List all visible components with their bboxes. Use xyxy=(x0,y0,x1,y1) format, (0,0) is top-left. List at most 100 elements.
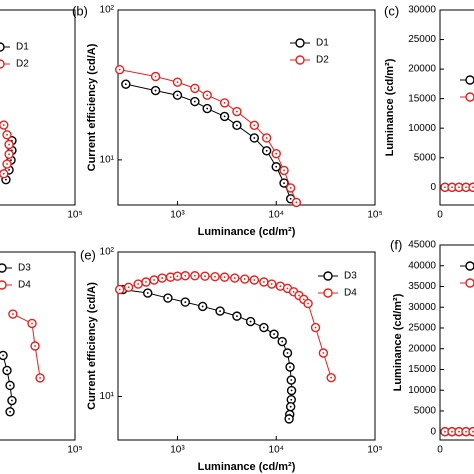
x-tick-label: 10³ xyxy=(170,210,185,221)
panel-label: (e) xyxy=(80,247,96,262)
point-dot xyxy=(307,302,309,305)
legend-label: D4 xyxy=(18,280,31,291)
point-dot xyxy=(176,275,179,278)
point-dot xyxy=(154,75,157,78)
y-axis-title: Current efficiency (cd/A) xyxy=(86,282,98,410)
point-dot xyxy=(184,274,187,277)
legend-marker xyxy=(465,75,474,85)
point-dot xyxy=(2,124,5,126)
y-tick-label: 45000 xyxy=(408,240,436,251)
point-dot xyxy=(472,430,474,433)
point-dot xyxy=(290,379,293,381)
legend-marker xyxy=(323,271,333,281)
point-dot xyxy=(8,169,10,171)
point-dot xyxy=(236,315,238,318)
legend-label: D2 xyxy=(16,59,29,70)
data-point xyxy=(468,427,474,437)
y-tick-label: 25000 xyxy=(408,34,436,45)
series-line xyxy=(12,313,41,379)
point-dot xyxy=(34,345,36,347)
point-dot xyxy=(275,165,278,168)
x-tick-label: 10⁵ xyxy=(67,210,82,221)
point-dot xyxy=(451,186,453,189)
point-dot xyxy=(322,352,325,354)
point-dot xyxy=(124,83,127,86)
plot-frame xyxy=(0,251,76,441)
point-dot xyxy=(204,275,206,278)
point-dot xyxy=(253,124,256,127)
y-tick-label: 20000 xyxy=(408,64,436,75)
point-dot xyxy=(236,110,238,113)
y-tick-label: 40000 xyxy=(408,260,436,271)
legend-marker xyxy=(0,42,5,52)
legend-marker xyxy=(0,263,7,273)
x-tick-label: 10⁴ xyxy=(269,210,284,221)
y-tick-label: 35000 xyxy=(408,281,436,292)
point-dot xyxy=(290,398,293,401)
point-dot xyxy=(292,290,295,293)
point-dot xyxy=(5,178,7,181)
legend-label: D1 xyxy=(16,42,29,53)
point-dot xyxy=(11,399,13,402)
point-dot xyxy=(243,278,246,280)
point-dot xyxy=(288,417,291,420)
point-dot xyxy=(8,153,10,156)
point-dot xyxy=(270,283,273,285)
x-tick-label: 10⁵ xyxy=(367,210,382,221)
point-dot xyxy=(176,94,179,97)
point-dot xyxy=(249,320,252,323)
point-dot xyxy=(236,124,238,127)
point-dot xyxy=(286,287,289,290)
point-dot xyxy=(127,286,130,289)
y-tick-label: 10² xyxy=(100,5,115,16)
point-dot xyxy=(262,281,265,283)
point-dot xyxy=(279,285,282,288)
point-dot xyxy=(302,298,305,301)
panel-label: (b) xyxy=(72,3,88,18)
point-dot xyxy=(444,430,446,433)
point-dot xyxy=(166,297,169,299)
legend-marker xyxy=(323,288,333,298)
point-dot xyxy=(6,369,8,372)
point-dot xyxy=(465,186,467,189)
point-dot xyxy=(275,152,278,155)
y-tick-label: 10¹ xyxy=(100,391,115,402)
y-tick-label: 5000 xyxy=(414,152,437,163)
point-dot xyxy=(137,283,140,285)
panel-label: (f) xyxy=(390,237,402,252)
y-tick-label: 20000 xyxy=(408,343,436,354)
point-dot xyxy=(193,87,196,90)
point-dot xyxy=(184,301,187,304)
x-axis-title: Luminance (cd/m²) xyxy=(198,461,296,473)
y-tick-label: 5000 xyxy=(414,406,437,417)
point-dot xyxy=(8,143,10,146)
y-tick-label: 0 xyxy=(430,426,436,437)
point-dot xyxy=(330,376,333,379)
point-dot xyxy=(2,172,5,175)
point-dot xyxy=(286,352,289,354)
point-dot xyxy=(253,137,256,139)
y-axis-title: Current efficiency (cd/A) xyxy=(86,43,98,171)
point-dot xyxy=(176,81,179,84)
y-tick-label: 30000 xyxy=(408,5,436,16)
point-dot xyxy=(31,322,33,325)
legend-marker xyxy=(295,55,305,65)
point-dot xyxy=(193,100,196,103)
y-axis-title: Luminance (cd/m²) xyxy=(392,293,404,391)
legend-label: D4 xyxy=(344,288,357,299)
point-dot xyxy=(11,313,14,315)
legend-label: D3 xyxy=(344,271,357,282)
point-dot xyxy=(206,107,209,110)
point-dot xyxy=(451,430,453,433)
plot-frame xyxy=(439,9,474,206)
point-dot xyxy=(298,294,300,297)
y-tick-label: 15000 xyxy=(408,93,436,104)
point-dot xyxy=(9,384,11,387)
legend-label: D2 xyxy=(316,55,329,66)
point-dot xyxy=(283,169,285,172)
point-dot xyxy=(118,288,121,291)
x-tick-label: 0 xyxy=(437,445,443,456)
y-tick-label: 30000 xyxy=(408,302,436,313)
point-dot xyxy=(289,197,292,200)
plot-frame xyxy=(439,244,474,441)
